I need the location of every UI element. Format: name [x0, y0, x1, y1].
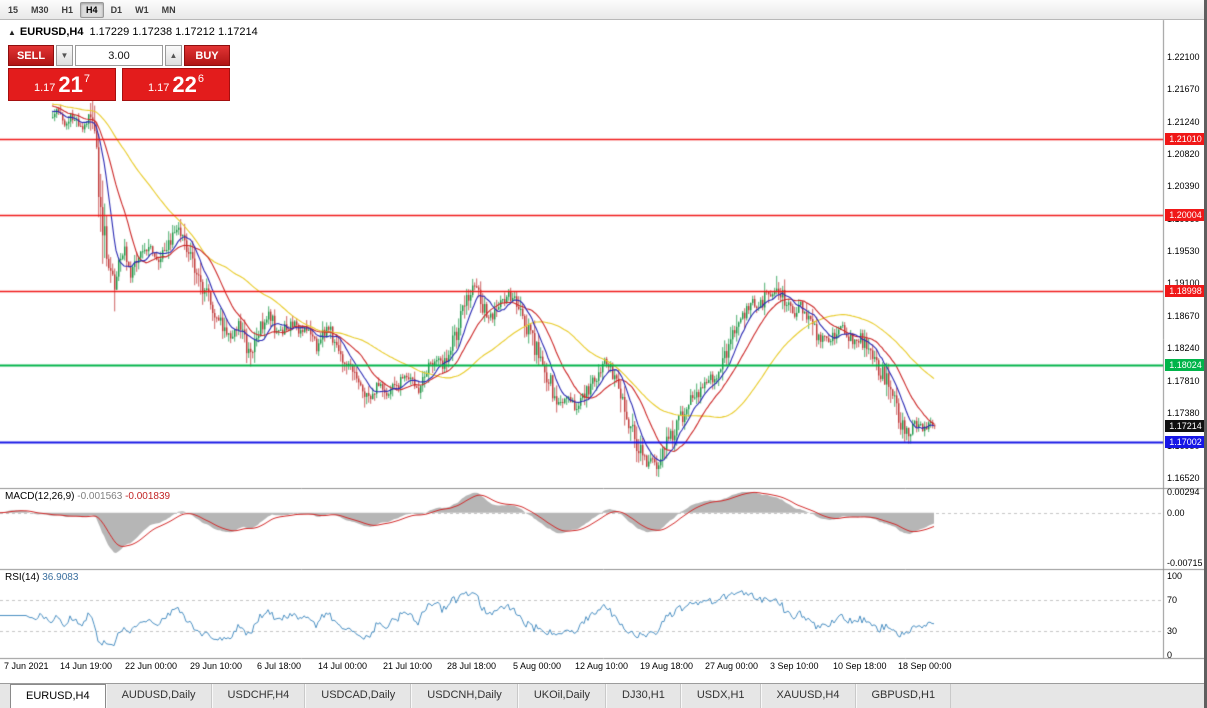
bid-price-pipette: 7 — [83, 73, 91, 85]
trade-prices-row: 1.17 21 7 1.17 22 6 — [8, 68, 230, 101]
time-axis-label: 18 Sep 00:00 — [898, 661, 952, 671]
price-axis-tick: 1.21240 — [1167, 116, 1200, 127]
chart-tab-ukoil-daily[interactable]: UKOil,Daily — [517, 684, 607, 708]
price-axis-tick: 1.17380 — [1167, 408, 1200, 419]
price-axis-tick: 1.18670 — [1167, 310, 1200, 321]
chevron-down-icon: ▼ — [60, 51, 69, 60]
time-axis-label: 12 Aug 10:00 — [575, 661, 629, 671]
bid-price-big-digits: 21 — [58, 71, 83, 97]
time-axis-label: 29 Jun 10:00 — [190, 661, 243, 671]
time-axis-label: 10 Sep 18:00 — [833, 661, 887, 671]
trade-controls-row: SELL ▼ ▲ BUY — [8, 45, 230, 66]
ask-price-big-digits: 22 — [172, 71, 197, 97]
macd-axis-label: 0.00294 — [1167, 487, 1200, 497]
sell-button[interactable]: SELL — [8, 45, 54, 66]
volume-dropdown-button[interactable]: ▼ — [56, 45, 73, 66]
collapse-trade-panel-icon[interactable]: ▲ — [8, 28, 16, 37]
current-price-badge: 1.17214 — [1165, 419, 1206, 432]
level-price-badge[interactable]: 1.20004 — [1165, 209, 1206, 222]
price-axis-tick: 1.21670 — [1167, 84, 1200, 95]
chart-tab-usdcnh-daily[interactable]: USDCNH,Daily — [411, 684, 518, 708]
ask-price-pipette: 6 — [197, 73, 205, 85]
ask-price-box[interactable]: 1.17 22 6 — [122, 68, 230, 101]
time-axis-label: 3 Sep 10:00 — [770, 661, 819, 671]
bid-price-box[interactable]: 1.17 21 7 — [8, 68, 116, 101]
rsi-indicator-label: RSI(14) 36.9083 — [5, 572, 78, 583]
timeframe-button-h4[interactable]: H4 — [80, 1, 104, 18]
level-price-badge[interactable]: 1.18998 — [1165, 285, 1206, 298]
bid-price-prefix: 1.17 — [33, 82, 56, 94]
macd-axis-label: 0.00 — [1167, 507, 1185, 518]
price-axis-tick: 1.19530 — [1167, 245, 1200, 256]
volume-input[interactable] — [75, 45, 163, 66]
rsi-axis-label: 70 — [1167, 594, 1178, 605]
timeframe-button-15[interactable]: 15 — [8, 4, 19, 15]
level-price-badge[interactable]: 1.17002 — [1165, 435, 1206, 448]
price-axis-tick: 1.16520 — [1167, 473, 1200, 484]
window-right-edge — [1204, 0, 1207, 708]
rsi-axis-label: 100 — [1167, 571, 1183, 581]
macd-name: MACD(12,26,9) — [5, 491, 75, 502]
chart-tab-bar: EURUSD,H4 AUDUSD,Daily USDCHF,H4 USDCAD,Dai… — [0, 683, 1207, 708]
macd-main-value: -0.001563 — [77, 491, 123, 502]
chart-tab-xauusd-h4[interactable]: XAUUSD,H4 — [760, 684, 856, 708]
rsi-value: 36.9083 — [42, 572, 79, 583]
timeframe-button-m30[interactable]: M30 — [31, 4, 49, 15]
time-axis-label: 7 Jun 2021 — [4, 661, 49, 671]
chart-tab-dj30-h1[interactable]: DJ30,H1 — [606, 684, 681, 708]
chart-tab-gbpusd-h1[interactable]: GBPUSD,H1 — [855, 684, 952, 708]
time-axis-label: 21 Jul 10:00 — [383, 661, 433, 671]
time-axis-label: 22 Jun 00:00 — [125, 661, 178, 671]
macd-signal-value: -0.001839 — [125, 491, 171, 502]
level-price-badge[interactable]: 1.18024 — [1165, 358, 1206, 371]
timeframe-button-w1[interactable]: W1 — [135, 4, 149, 15]
volume-increase-button[interactable]: ▲ — [165, 45, 182, 66]
time-axis-label: 14 Jun 19:00 — [60, 661, 113, 671]
price-axis-tick: 1.20390 — [1167, 181, 1200, 192]
price-axis-tick: 1.18240 — [1167, 343, 1200, 354]
time-axis-label: 19 Aug 18:00 — [640, 661, 694, 671]
price-axis-tick: 1.17810 — [1167, 375, 1200, 386]
chart-header: ▲ EURUSD,H4 1.17229 1.17238 1.17212 1.1721… — [8, 26, 258, 38]
time-axis-label: 27 Aug 00:00 — [705, 661, 759, 671]
chart-tab-eurusd-h4[interactable]: EURUSD,H4 — [10, 684, 106, 708]
price-axis-tick: 1.20820 — [1167, 148, 1200, 159]
timeframe-button-mn[interactable]: MN — [161, 4, 176, 15]
timeframe-toolbar: 15 M30 H1 H4 D1 W1 MN — [0, 0, 1207, 20]
rsi-name: RSI(14) — [5, 572, 40, 583]
rsi-axis-label: 30 — [1167, 626, 1178, 637]
buy-button[interactable]: BUY — [184, 45, 230, 66]
rsi-axis-label: 0 — [1167, 650, 1173, 660]
ask-price-prefix: 1.17 — [147, 82, 170, 94]
chevron-up-icon: ▲ — [169, 51, 178, 60]
chart-tab-audusd-daily[interactable]: AUDUSD,Daily — [105, 684, 212, 708]
time-axis-label: 6 Jul 18:00 — [257, 661, 302, 671]
level-price-badge[interactable]: 1.21010 — [1165, 133, 1206, 146]
time-axis-label: 14 Jul 00:00 — [318, 661, 368, 671]
time-axis-label: 28 Jul 18:00 — [447, 661, 497, 671]
macd-axis-label: -0.00715 — [1167, 558, 1203, 568]
macd-indicator-label: MACD(12,26,9) -0.001563 -0.001839 — [5, 491, 170, 502]
chart-ohlc-values: 1.17229 1.17238 1.17212 1.17214 — [89, 26, 258, 38]
chart-tab-usdcad-daily[interactable]: USDCAD,Daily — [305, 684, 412, 708]
timeframe-button-d1[interactable]: D1 — [110, 4, 123, 15]
price-axis-tick: 1.22100 — [1167, 51, 1200, 62]
chart-tab-usdchf-h4[interactable]: USDCHF,H4 — [211, 684, 306, 708]
timeframe-button-h1[interactable]: H1 — [61, 4, 74, 15]
time-axis-label: 5 Aug 00:00 — [513, 661, 562, 671]
chart-symbol-label: EURUSD,H4 — [19, 26, 84, 38]
chart-tab-usdx-h1[interactable]: USDX,H1 — [680, 684, 761, 708]
price-axis-tick: 1.19100 — [1167, 278, 1200, 289]
